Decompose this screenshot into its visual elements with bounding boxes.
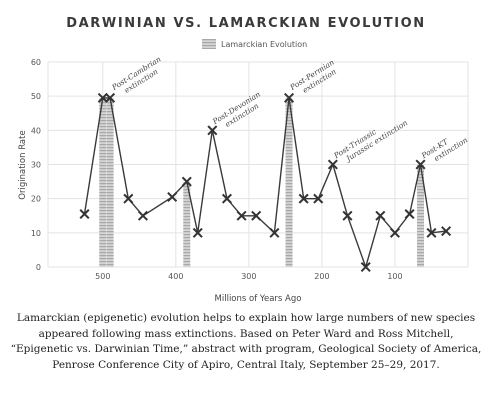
data-point-6 xyxy=(181,176,192,187)
x-tick-label-500: 500 xyxy=(95,272,110,281)
data-point-0 xyxy=(79,209,90,220)
data-point-7 xyxy=(192,227,203,238)
y-tick-label-20: 20 xyxy=(31,195,41,204)
data-point-18 xyxy=(360,261,371,273)
data-point-20 xyxy=(389,227,400,238)
y-tick-label-50: 50 xyxy=(31,92,41,101)
data-point-2 xyxy=(105,92,116,103)
x-tick-label-300: 300 xyxy=(241,272,256,281)
legend-swatch xyxy=(202,39,216,49)
lamarckian-bar-4 xyxy=(417,164,425,267)
data-point-21 xyxy=(404,209,415,220)
series-line-0 xyxy=(83,97,447,268)
data-point-19 xyxy=(375,210,386,221)
figure-caption: Lamarckian (epigenetic) evolution helps … xyxy=(10,312,482,371)
y-tick-label-60: 60 xyxy=(31,58,41,67)
data-point-9 xyxy=(221,193,232,204)
data-point-3 xyxy=(123,193,134,204)
legend-label-lamarckian: Lamarckian Evolution xyxy=(221,40,307,49)
lamarckian-bar-0 xyxy=(99,97,107,267)
x-tick-label-200: 200 xyxy=(314,272,329,281)
data-point-12 xyxy=(269,227,280,238)
data-point-1 xyxy=(97,92,108,103)
origination-series xyxy=(83,97,447,268)
y-tick-label-0: 0 xyxy=(36,263,41,272)
y-tick-label-30: 30 xyxy=(31,161,41,170)
data-point-16 xyxy=(327,159,338,170)
x-axis-label: Millions of Years Ago xyxy=(215,294,302,304)
chart: DARWINIAN VS. LAMARCKIAN EVOLUTION Lamar… xyxy=(18,16,469,304)
chart-title: DARWINIAN VS. LAMARCKIAN EVOLUTION xyxy=(66,16,426,31)
y-tick-label-40: 40 xyxy=(31,126,41,135)
data-point-4 xyxy=(137,210,148,221)
lamarckian-bar-3 xyxy=(285,97,293,267)
data-point-11 xyxy=(251,210,262,221)
data-point-17 xyxy=(342,210,353,221)
tick-labels: 0 10 20 30 40 50 60 500 400 300 200 100 xyxy=(31,58,403,281)
data-point-24 xyxy=(441,226,452,237)
data-point-13 xyxy=(284,92,295,103)
data-point-10 xyxy=(236,210,247,221)
y-axis-label: Origination Rate xyxy=(18,130,28,199)
data-point-22 xyxy=(415,159,426,170)
legend: Lamarckian Evolution xyxy=(202,39,307,49)
data-markers xyxy=(79,92,452,273)
y-tick-label-10: 10 xyxy=(31,229,41,238)
data-point-15 xyxy=(313,193,324,204)
data-point-5 xyxy=(167,191,178,202)
grid xyxy=(47,61,469,268)
lamarckian-bars xyxy=(99,97,425,267)
data-point-8 xyxy=(207,125,218,136)
x-tick-label-100: 100 xyxy=(387,272,402,281)
lamarckian-bar-2 xyxy=(183,181,191,267)
x-tick-label-400: 400 xyxy=(168,272,183,281)
data-point-23 xyxy=(426,227,437,238)
data-point-14 xyxy=(298,193,309,204)
lamarckian-bar-1 xyxy=(106,97,114,267)
